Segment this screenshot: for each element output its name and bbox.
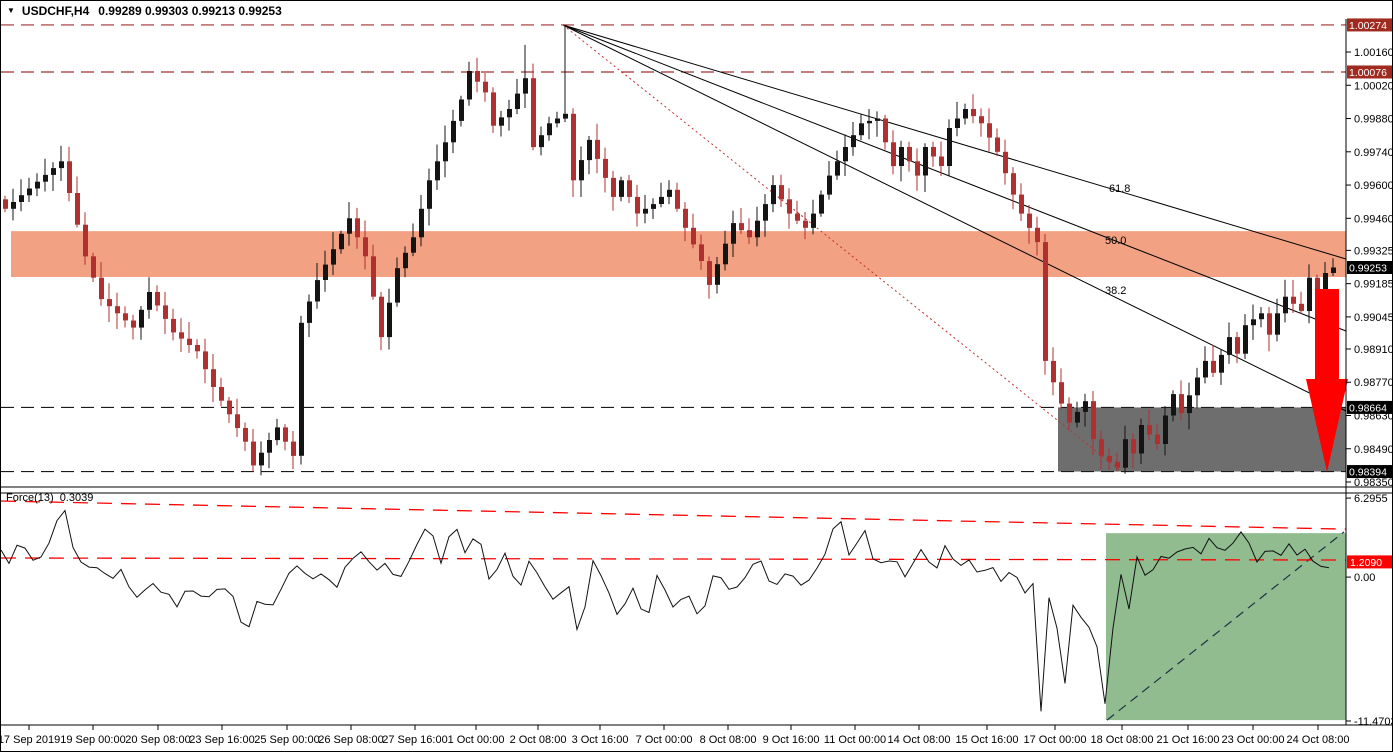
price-tick-label: 0.99045 (1354, 312, 1393, 324)
indicator-marker-box (1347, 555, 1392, 569)
candles (3, 24, 1336, 476)
fib-fan-label: 61.8 (1109, 183, 1130, 195)
red-dotted-trendline[interactable] (562, 24, 1122, 472)
indicator-value: 0.3039 (59, 492, 94, 504)
force-index-line (1, 509, 1330, 712)
down-arrow[interactable] (1306, 289, 1348, 472)
red-dashed-level-line[interactable] (1, 557, 1347, 561)
indicator-tick-label: -11.4703 (1354, 716, 1393, 728)
indicator-name: Force(13) (6, 492, 54, 504)
fib-fan-label: 50.0 (1105, 235, 1126, 247)
price-tick-label: 0.99460 (1354, 213, 1393, 225)
fib-fan-line[interactable] (562, 24, 1347, 412)
date-label: 20 Sep 08:00 (125, 734, 190, 746)
date-label: 18 Oct 08:00 (1091, 734, 1154, 746)
date-label: 23 Oct 00:00 (1222, 734, 1285, 746)
date-label: 2 Oct 08:00 (510, 734, 567, 746)
diagonal-dashed-trendline[interactable] (1106, 531, 1345, 721)
date-label: 17 Oct 00:00 (1024, 734, 1087, 746)
fib-fan-line[interactable] (562, 24, 1347, 260)
price-marker-label: 0.98664 (1349, 402, 1387, 414)
ohlc-quotes-label: 0.99289 0.99303 0.99213 0.99253 (98, 3, 282, 18)
supply-zone-rect[interactable] (11, 231, 1346, 277)
price-tick-label: 0.99740 (1354, 147, 1393, 159)
price-tick-label: 0.99185 (1354, 279, 1393, 291)
date-label: 24 Oct 08:00 (1287, 734, 1350, 746)
price-tick-label: 0.98490 (1354, 444, 1393, 456)
price-tick-label: 0.99600 (1354, 180, 1393, 192)
indicator-tick-label: 0.00 (1354, 572, 1375, 584)
date-label: 21 Oct 16:00 (1157, 734, 1220, 746)
date-label: 8 Oct 08:00 (700, 734, 757, 746)
price-tick-label: 1.00020 (1354, 80, 1393, 92)
date-label: 14 Oct 08:00 (888, 734, 951, 746)
symbol-dropdown-icon[interactable]: ▼ (7, 5, 15, 15)
price-tick-label: 0.99325 (1354, 245, 1393, 257)
indicator-tick-label: 6.2955 (1354, 493, 1388, 505)
date-label: 3 Oct 16:00 (572, 734, 629, 746)
symbol-timeframe-label: USDCHF,H4 (21, 3, 90, 18)
price-marker-box (1347, 18, 1392, 32)
price-tick-label: 0.98350 (1354, 477, 1393, 489)
date-label: 19 Sep 00:00 (60, 734, 125, 746)
price-tick-label: 1.00160 (1354, 47, 1393, 59)
fib-fan-label: 38.2 (1105, 285, 1126, 297)
price-marker-label: 0.99253 (1349, 262, 1387, 274)
indicator-label: Force(13) 0.3039 (6, 492, 93, 504)
date-label: 26 Sep 08:00 (318, 734, 383, 746)
date-label: 17 Sep 2019 (1, 734, 60, 746)
red-dashed-level-line[interactable] (1, 500, 1347, 530)
price-tick-label: 0.99880 (1354, 114, 1393, 126)
price-tick-label: 0.98770 (1354, 377, 1393, 389)
demand-zone-rect[interactable] (1058, 407, 1346, 472)
price-marker-label: 1.00274 (1349, 20, 1387, 32)
date-label: 27 Sep 16:00 (382, 734, 447, 746)
date-label: 25 Sep 00:00 (254, 734, 319, 746)
date-label: 15 Oct 16:00 (956, 734, 1019, 746)
chart-title-bar: ▼ USDCHF,H4 0.99289 0.99303 0.99213 0.99… (7, 3, 282, 18)
green-zone-rect[interactable] (1106, 533, 1346, 721)
price-marker-box (1347, 65, 1392, 79)
price-marker-label: 1.00076 (1349, 67, 1387, 79)
date-label: 1 Oct 00:00 (448, 734, 505, 746)
date-label: 23 Sep 16:00 (189, 734, 254, 746)
price-marker-box (1347, 465, 1392, 479)
indicator-marker-label: 1.2090 (1350, 557, 1382, 569)
price-marker-box (1347, 260, 1392, 274)
date-label: 9 Oct 16:00 (763, 734, 820, 746)
fib-fan-line[interactable] (562, 24, 1347, 332)
date-label: 7 Oct 00:00 (636, 734, 693, 746)
price-marker-box (1347, 400, 1392, 414)
date-label: 11 Oct 00:00 (824, 734, 886, 746)
price-marker-label: 0.98394 (1349, 467, 1387, 479)
price-tick-label: 0.98910 (1354, 344, 1393, 356)
